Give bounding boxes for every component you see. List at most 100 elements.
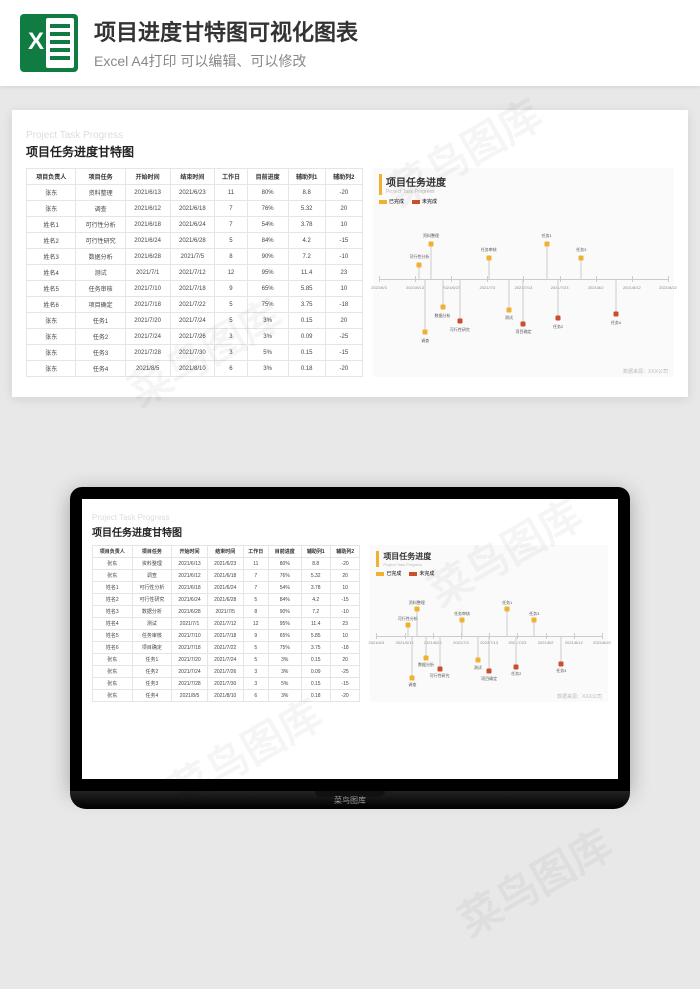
- table-cell: 任务1: [76, 313, 125, 329]
- table-cell: 23: [330, 618, 359, 630]
- table-cell: 0.09: [288, 329, 325, 345]
- marker-point: [405, 623, 410, 628]
- table-cell: -15: [325, 233, 362, 249]
- marker-line: [489, 636, 490, 671]
- table-cell: 11: [243, 558, 268, 570]
- table-cell: 95%: [247, 265, 288, 281]
- table-cell: 张东: [93, 678, 133, 690]
- table-cell: 0.18: [288, 361, 325, 377]
- table-cell: 54%: [269, 582, 302, 594]
- table-cell: 7.2: [288, 249, 325, 265]
- marker-label: 任务4: [556, 668, 566, 674]
- table-row: 姓名6项目确定2021/7/182021/7/22575%3.75-18: [27, 297, 363, 313]
- table-cell: 张东: [93, 654, 133, 666]
- marker-label: 测试: [505, 315, 513, 321]
- table-cell: -18: [330, 642, 359, 654]
- page-header: 项目进度甘特图可视化图表 Excel A4打印 可以编辑、可以修改: [0, 0, 700, 86]
- marker-line: [425, 279, 426, 332]
- watermark: 菜鸟图库: [446, 812, 622, 949]
- table-cell: 2021/7/18: [172, 642, 208, 654]
- table-cell: 张东: [27, 345, 76, 361]
- table-header: 辅助列2: [325, 169, 362, 185]
- table-row: 姓名1可行性分析2021/6/182021/6/24754%3.7810: [93, 582, 360, 594]
- table-cell: 2021/7/10: [172, 630, 208, 642]
- table-cell: -25: [325, 329, 362, 345]
- table-cell: 2021/6/28: [125, 249, 170, 265]
- marker-label: 任务3: [576, 247, 586, 253]
- excel-icon: [20, 14, 78, 72]
- table-cell: 3: [243, 666, 268, 678]
- table-row: 张东调查2021/6/122021/6/18776%5.3220: [93, 570, 360, 582]
- marker-line: [546, 244, 547, 279]
- table-cell: 2021/7/28: [125, 345, 170, 361]
- marker-line: [459, 279, 460, 321]
- marker-point: [613, 312, 618, 317]
- table-cell: 5.85: [288, 281, 325, 297]
- axis-tick: [405, 633, 406, 639]
- axis-tick: [379, 276, 380, 282]
- table-row: 张东任务22021/7/242021/7/2633%0.09-25: [93, 666, 360, 678]
- table-cell: 20: [325, 313, 362, 329]
- table-cell: 90%: [247, 249, 288, 265]
- table-cell: 2021/7/22: [207, 642, 243, 654]
- axis-tick: [560, 276, 561, 282]
- table-header: 目前进度: [269, 546, 302, 558]
- table-header: 项目任务: [76, 169, 125, 185]
- legend-item: 未完成: [412, 198, 437, 205]
- table-cell: 任务3: [76, 345, 125, 361]
- table-cell: 5.32: [301, 570, 330, 582]
- chart-title-en: Project Task Progress: [386, 189, 668, 195]
- table-cell: 65%: [247, 281, 288, 297]
- table-cell: 2021/7/5: [207, 606, 243, 618]
- axis-label: 2021/7/23: [551, 285, 569, 290]
- table-header: 项目负责人: [93, 546, 133, 558]
- sheet-subtitle-en: Project Task Progress: [26, 130, 674, 141]
- axis-label: 2021/6/3: [369, 640, 385, 645]
- table-cell: 2021/7/18: [170, 281, 215, 297]
- table-header: 工作日: [215, 169, 247, 185]
- marker-line: [477, 636, 478, 660]
- table-cell: 2021/7/18: [125, 297, 170, 313]
- table-cell: 7.2: [301, 606, 330, 618]
- marker-point: [423, 330, 428, 335]
- table-cell: -10: [330, 606, 359, 618]
- marker-label: 资料整理: [423, 233, 439, 239]
- table-cell: 3%: [247, 361, 288, 377]
- table-cell: 2021/7/30: [170, 345, 215, 361]
- axis-tick: [602, 633, 603, 639]
- marker-point: [410, 675, 415, 680]
- table-cell: 2021/6/13: [125, 185, 170, 201]
- marker-point: [559, 661, 564, 666]
- axis-label: 2021/8/12: [565, 640, 583, 645]
- table-cell: 10: [330, 630, 359, 642]
- table-row: 姓名2可行性研究2021/6/242021/6/28584%4.2-15: [93, 594, 360, 606]
- table-header: 结束时间: [170, 169, 215, 185]
- legend-label: 已完成: [386, 570, 401, 577]
- table-cell: 2021/6/18: [172, 582, 208, 594]
- table-cell: 3%: [269, 690, 302, 702]
- table-cell: 12: [215, 265, 247, 281]
- table-cell: -20: [330, 690, 359, 702]
- table-cell: 7: [243, 570, 268, 582]
- table-cell: 2021/7/22: [170, 297, 215, 313]
- table-cell: 5: [215, 297, 247, 313]
- table-cell: 姓名5: [93, 630, 133, 642]
- marker-label: 资料整理: [409, 600, 425, 606]
- axis-tick: [517, 633, 518, 639]
- marker-line: [507, 609, 508, 637]
- table-cell: -20: [330, 558, 359, 570]
- axis-label: 2021/8/22: [659, 285, 677, 290]
- table-cell: 可行性研究: [132, 594, 172, 606]
- marker-label: 可行性研究: [430, 673, 450, 679]
- table-header: 开始时间: [172, 546, 208, 558]
- marker-point: [487, 669, 492, 674]
- table-cell: 20: [330, 570, 359, 582]
- marker-line: [615, 279, 616, 314]
- marker-point: [532, 617, 537, 622]
- table-cell: 54%: [247, 217, 288, 233]
- marker-label: 可行性研究: [450, 327, 470, 333]
- table-header: 项目任务: [132, 546, 172, 558]
- marker-point: [475, 658, 480, 663]
- table-cell: 数据分析: [76, 249, 125, 265]
- table-cell: 23: [325, 265, 362, 281]
